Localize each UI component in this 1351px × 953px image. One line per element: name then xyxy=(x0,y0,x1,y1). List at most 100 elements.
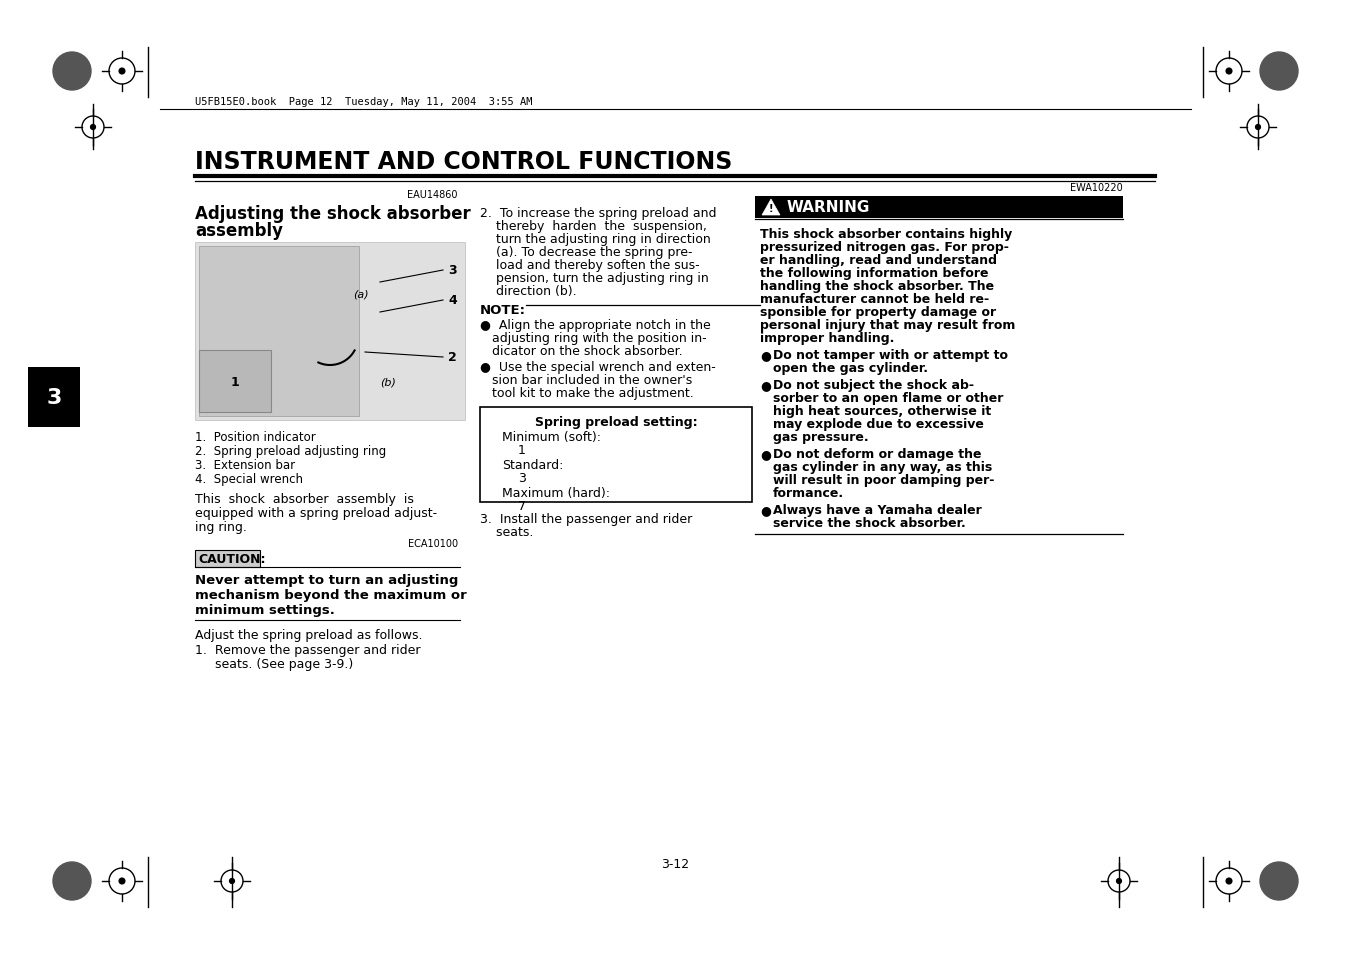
Text: (a): (a) xyxy=(353,290,369,299)
Text: improper handling.: improper handling. xyxy=(761,332,894,345)
Text: INSTRUMENT AND CONTROL FUNCTIONS: INSTRUMENT AND CONTROL FUNCTIONS xyxy=(195,150,732,173)
Text: tool kit to make the adjustment.: tool kit to make the adjustment. xyxy=(480,387,694,399)
Text: 1.  Position indicator: 1. Position indicator xyxy=(195,431,316,443)
Text: ●  Use the special wrench and exten-: ● Use the special wrench and exten- xyxy=(480,360,716,374)
Text: 4.  Special wrench: 4. Special wrench xyxy=(195,473,303,485)
Text: sion bar included in the owner's: sion bar included in the owner's xyxy=(480,374,692,387)
Circle shape xyxy=(91,126,96,131)
Text: adjusting ring with the position in-: adjusting ring with the position in- xyxy=(480,332,707,345)
Text: turn the adjusting ring in direction: turn the adjusting ring in direction xyxy=(480,233,711,246)
Text: WARNING: WARNING xyxy=(788,200,870,215)
Bar xyxy=(195,551,259,567)
Text: sorber to an open flame or other: sorber to an open flame or other xyxy=(773,392,1004,405)
Text: EWA10220: EWA10220 xyxy=(1070,183,1123,193)
Text: Standard:: Standard: xyxy=(503,458,563,472)
Text: ●: ● xyxy=(761,448,771,460)
Text: ing ring.: ing ring. xyxy=(195,520,247,534)
Text: 3.  Extension bar: 3. Extension bar xyxy=(195,458,295,472)
Text: manufacturer cannot be held re-: manufacturer cannot be held re- xyxy=(761,293,989,306)
Text: handling the shock absorber. The: handling the shock absorber. The xyxy=(761,280,994,293)
Circle shape xyxy=(230,879,235,883)
Text: 3.  Install the passenger and rider: 3. Install the passenger and rider xyxy=(480,513,692,525)
Circle shape xyxy=(53,53,91,91)
Text: Do not tamper with or attempt to: Do not tamper with or attempt to xyxy=(773,349,1008,361)
Text: CAUTION:: CAUTION: xyxy=(199,553,266,565)
Text: (a). To decrease the spring pre-: (a). To decrease the spring pre- xyxy=(480,246,693,258)
Text: direction (b).: direction (b). xyxy=(480,285,577,297)
Text: mechanism beyond the maximum or: mechanism beyond the maximum or xyxy=(195,588,466,601)
Text: This shock absorber contains highly: This shock absorber contains highly xyxy=(761,228,1012,241)
Circle shape xyxy=(1227,879,1232,884)
Text: equipped with a spring preload adjust-: equipped with a spring preload adjust- xyxy=(195,506,438,519)
Bar xyxy=(199,351,272,413)
Text: 3: 3 xyxy=(517,472,526,484)
Text: 4: 4 xyxy=(449,294,457,307)
Text: assembly: assembly xyxy=(195,222,282,240)
Text: load and thereby soften the sus-: load and thereby soften the sus- xyxy=(480,258,700,272)
Text: formance.: formance. xyxy=(773,486,844,499)
Text: ●: ● xyxy=(761,378,771,392)
Text: pressurized nitrogen gas. For prop-: pressurized nitrogen gas. For prop- xyxy=(761,241,1009,253)
Text: ●: ● xyxy=(761,349,771,361)
Text: U5FB15E0.book  Page 12  Tuesday, May 11, 2004  3:55 AM: U5FB15E0.book Page 12 Tuesday, May 11, 2… xyxy=(195,97,532,107)
Text: high heat sources, otherwise it: high heat sources, otherwise it xyxy=(773,405,992,417)
Text: ECA10100: ECA10100 xyxy=(408,538,458,548)
Text: sponsible for property damage or: sponsible for property damage or xyxy=(761,306,996,318)
Text: open the gas cylinder.: open the gas cylinder. xyxy=(773,361,928,375)
Text: seats.: seats. xyxy=(480,525,534,538)
Circle shape xyxy=(1255,126,1260,131)
Text: 2: 2 xyxy=(449,351,457,364)
Text: pension, turn the adjusting ring in: pension, turn the adjusting ring in xyxy=(480,272,709,285)
Bar xyxy=(28,368,80,428)
Text: seats. (See page 3-9.): seats. (See page 3-9.) xyxy=(195,658,353,670)
Text: personal injury that may result from: personal injury that may result from xyxy=(761,318,1016,332)
Text: ●: ● xyxy=(761,503,771,517)
Text: 2.  Spring preload adjusting ring: 2. Spring preload adjusting ring xyxy=(195,444,386,457)
Text: 3: 3 xyxy=(46,388,62,408)
Polygon shape xyxy=(762,200,780,215)
Text: gas cylinder in any way, as this: gas cylinder in any way, as this xyxy=(773,460,992,474)
Text: may explode due to excessive: may explode due to excessive xyxy=(773,417,984,431)
Text: This  shock  absorber  assembly  is: This shock absorber assembly is xyxy=(195,493,413,505)
Text: ●  Align the appropriate notch in the: ● Align the appropriate notch in the xyxy=(480,318,711,332)
Text: service the shock absorber.: service the shock absorber. xyxy=(773,517,966,530)
Circle shape xyxy=(1227,69,1232,74)
Text: 1.  Remove the passenger and rider: 1. Remove the passenger and rider xyxy=(195,643,420,657)
Text: Never attempt to turn an adjusting: Never attempt to turn an adjusting xyxy=(195,574,458,586)
Text: 7: 7 xyxy=(517,499,526,513)
Bar xyxy=(480,408,753,502)
Text: (b): (b) xyxy=(380,377,396,388)
Circle shape xyxy=(1116,879,1121,883)
Text: Adjust the spring preload as follows.: Adjust the spring preload as follows. xyxy=(195,628,423,641)
Text: !: ! xyxy=(769,204,773,213)
Circle shape xyxy=(119,879,124,884)
Text: 3: 3 xyxy=(449,264,457,277)
Text: Spring preload setting:: Spring preload setting: xyxy=(535,416,697,429)
Text: 3-12: 3-12 xyxy=(661,857,689,870)
Text: Do not deform or damage the: Do not deform or damage the xyxy=(773,448,981,460)
Text: er handling, read and understand: er handling, read and understand xyxy=(761,253,997,267)
Text: Do not subject the shock ab-: Do not subject the shock ab- xyxy=(773,378,974,392)
Text: NOTE:: NOTE: xyxy=(480,304,526,316)
Circle shape xyxy=(119,69,124,74)
Text: gas pressure.: gas pressure. xyxy=(773,431,869,443)
Text: 1: 1 xyxy=(231,376,239,389)
Circle shape xyxy=(1260,53,1298,91)
Text: will result in poor damping per-: will result in poor damping per- xyxy=(773,474,994,486)
Text: dicator on the shock absorber.: dicator on the shock absorber. xyxy=(480,345,682,357)
Circle shape xyxy=(53,862,91,900)
Text: minimum settings.: minimum settings. xyxy=(195,603,335,617)
Text: Maximum (hard):: Maximum (hard): xyxy=(503,486,611,499)
Text: Minimum (soft):: Minimum (soft): xyxy=(503,431,601,443)
Text: 1: 1 xyxy=(517,443,526,456)
Circle shape xyxy=(1260,862,1298,900)
Text: thereby  harden  the  suspension,: thereby harden the suspension, xyxy=(480,220,707,233)
Text: EAU14860: EAU14860 xyxy=(408,190,458,200)
Text: Adjusting the shock absorber: Adjusting the shock absorber xyxy=(195,205,470,223)
Text: Always have a Yamaha dealer: Always have a Yamaha dealer xyxy=(773,503,982,517)
Bar xyxy=(755,196,1123,219)
Text: the following information before: the following information before xyxy=(761,267,989,280)
Text: 2.  To increase the spring preload and: 2. To increase the spring preload and xyxy=(480,207,716,220)
Bar xyxy=(195,243,465,420)
Bar xyxy=(199,247,359,416)
